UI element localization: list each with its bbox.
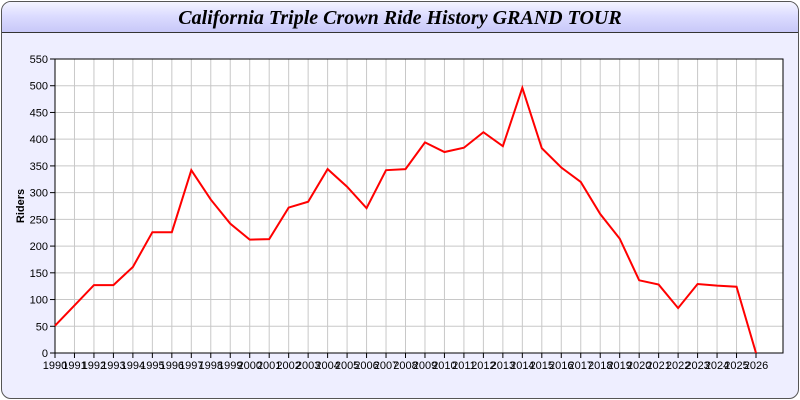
x-tick-label: 2019 <box>607 360 631 372</box>
x-tick-label: 1996 <box>160 360 184 372</box>
y-tick-label: 50 <box>36 321 48 333</box>
x-tick-label: 2006 <box>354 360 378 372</box>
x-tick-label: 1991 <box>62 360 86 372</box>
x-tick-label: 2001 <box>257 360 281 372</box>
y-tick-label: 100 <box>30 295 48 307</box>
x-tick-label: 1995 <box>140 360 164 372</box>
x-tick-label: 1990 <box>43 360 67 372</box>
x-tick-label: 2007 <box>374 360 398 372</box>
x-tick-label: 2010 <box>432 360 456 372</box>
x-tick-label: 2023 <box>685 360 709 372</box>
x-tick-label: 2003 <box>296 360 320 372</box>
y-tick-label: 450 <box>30 107 48 119</box>
chart-header: California Triple Crown Ride History GRA… <box>2 2 798 33</box>
x-tick-label: 2004 <box>315 360 339 372</box>
y-tick-label: 550 <box>30 54 48 66</box>
x-tick-label: 2013 <box>491 360 515 372</box>
x-tick-label: 1999 <box>218 360 242 372</box>
x-tick-label: 2014 <box>510 360 534 372</box>
x-tick-label: 2020 <box>627 360 651 372</box>
x-tick-label: 2025 <box>724 360 748 372</box>
x-tick-label: 2011 <box>452 360 476 372</box>
x-tick-label: 2002 <box>276 360 300 372</box>
x-tick-label: 1992 <box>82 360 106 372</box>
y-tick-label: 350 <box>30 161 48 173</box>
x-tick-label: 2016 <box>549 360 573 372</box>
x-tick-label: 2005 <box>335 360 359 372</box>
x-tick-label: 1998 <box>199 360 223 372</box>
y-tick-label: 200 <box>30 241 48 253</box>
x-tick-label: 2021 <box>646 360 670 372</box>
x-tick-label: 2015 <box>530 360 554 372</box>
y-tick-label: 500 <box>30 81 48 93</box>
x-tick-label: 2012 <box>471 360 495 372</box>
y-axis-label: Riders <box>15 189 27 223</box>
x-tick-label: 2000 <box>237 360 261 372</box>
y-tick-label: 0 <box>42 348 48 360</box>
x-tick-label: 1997 <box>179 360 203 372</box>
x-tick-label: 2009 <box>413 360 437 372</box>
x-tick-label: 2026 <box>744 360 768 372</box>
x-tick-label: 2018 <box>588 360 612 372</box>
x-tick-label: 1994 <box>121 360 145 372</box>
y-tick-label: 150 <box>30 268 48 280</box>
plot-border <box>54 58 784 354</box>
y-tick-label: 250 <box>30 214 48 226</box>
x-tick-label: 2024 <box>705 360 729 372</box>
x-tick-label: 1993 <box>101 360 125 372</box>
plot-area <box>55 59 783 353</box>
x-tick-label: 2008 <box>393 360 417 372</box>
x-tick-label: 2022 <box>666 360 690 372</box>
y-tick-label: 300 <box>30 188 48 200</box>
y-tick-label: 400 <box>30 134 48 146</box>
x-tick-label: 2017 <box>569 360 593 372</box>
chart-title: California Triple Crown Ride History GRA… <box>178 7 622 29</box>
